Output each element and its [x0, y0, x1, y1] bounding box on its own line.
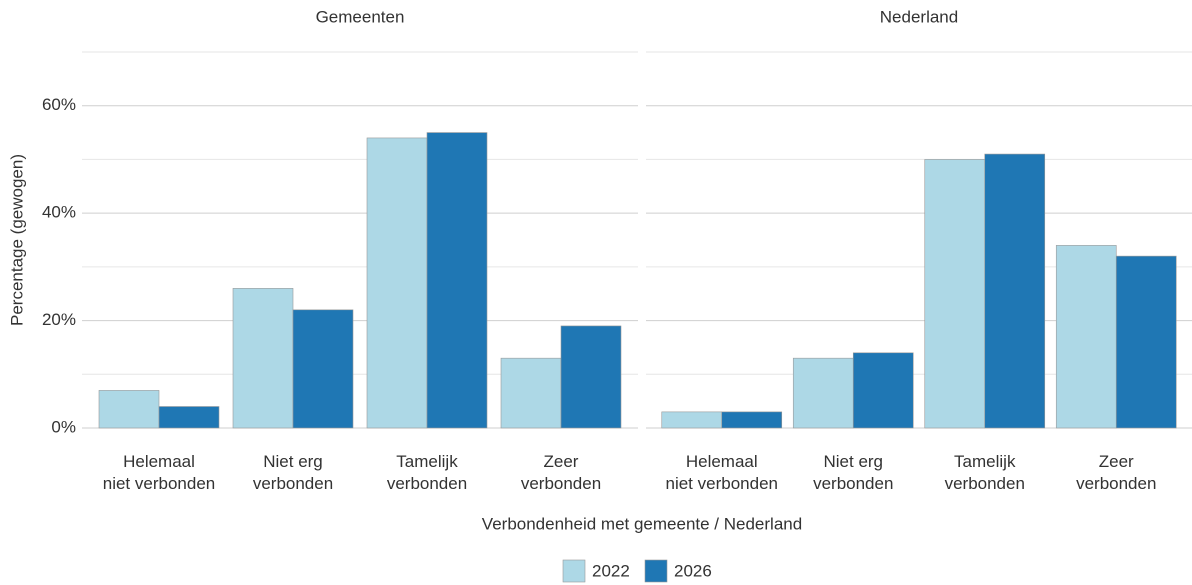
x-tick-label: Niet erg verbonden	[813, 452, 894, 493]
facet-title: Nederland	[880, 7, 958, 26]
x-tick-label: Tamelijk verbonden	[386, 452, 468, 493]
x-tick-label: Tamelijk verbonden	[944, 452, 1025, 493]
bar	[560, 325, 622, 429]
bar	[1055, 245, 1117, 429]
bar	[792, 357, 854, 429]
bar	[984, 153, 1046, 429]
legend-label: 2022	[592, 561, 630, 580]
bar	[426, 132, 488, 429]
facet-title: Gemeenten	[316, 7, 405, 26]
bar	[292, 309, 354, 429]
bar	[98, 390, 160, 429]
x-tick-label: Helemaal niet verbonden	[102, 452, 216, 493]
x-tick-label: Niet erg verbonden	[252, 452, 334, 493]
y-tick-label: 20%	[42, 310, 76, 329]
bar	[924, 159, 986, 429]
bar	[158, 406, 220, 429]
y-tick-label: 40%	[42, 203, 76, 222]
x-tick-label: Zeer verbonden	[1076, 452, 1157, 493]
bar	[852, 352, 914, 429]
legend-swatch	[562, 559, 586, 583]
bar	[1115, 255, 1177, 429]
bar	[661, 411, 723, 429]
y-tick-label: 0%	[51, 417, 76, 436]
bar	[232, 288, 294, 429]
bar	[366, 137, 428, 429]
x-tick-label: Helemaal niet verbonden	[665, 452, 778, 493]
legend-label: 2026	[674, 561, 712, 580]
x-tick-label: Zeer verbonden	[520, 452, 602, 493]
bar	[500, 357, 562, 429]
y-axis-label: Percentage (gewogen)	[7, 154, 26, 326]
legend-swatch	[644, 559, 668, 583]
y-tick-label: 60%	[42, 95, 76, 114]
x-axis-label: Verbondenheid met gemeente / Nederland	[482, 514, 802, 533]
bar	[721, 411, 783, 429]
